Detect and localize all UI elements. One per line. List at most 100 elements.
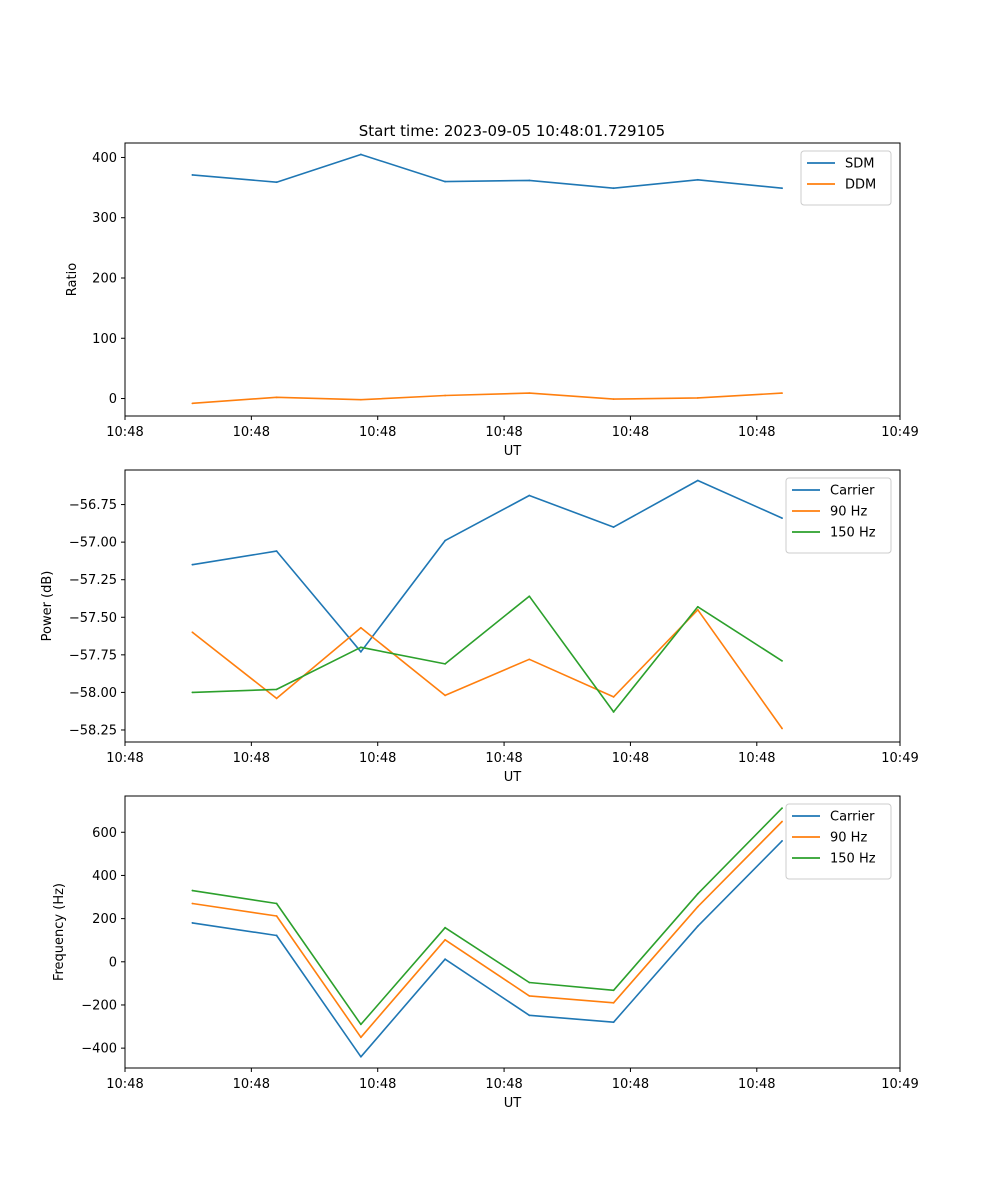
x-tick-label: 10:48 (233, 1077, 270, 1092)
y-axis-label: Power (dB) (40, 571, 55, 642)
data-point-carrier (191, 922, 194, 924)
x-tick-label: 10:48 (106, 425, 143, 440)
charts-container: 10:48 10:48 10:48 10:48 10:48 10:48 10:49 0 100 2… (40, 142, 919, 1111)
data-point-90-hz (612, 1001, 615, 1004)
y-tick-label: 400 (92, 151, 117, 166)
series-line-90-hz (192, 820, 783, 1039)
x-tick-label: 10:48 (106, 1077, 143, 1092)
x-tick-label: 10:48 (485, 751, 522, 766)
data-point-carrier (359, 1055, 362, 1058)
data-point-90-hz (191, 631, 194, 634)
data-point-150-hz (275, 902, 278, 905)
panel-3: 10:48 10:48 10:48 10:48 10:48 10:48 10:49 600 40… (52, 795, 919, 1111)
data-point-ddm (359, 398, 362, 401)
y-tick-label: 200 (92, 271, 117, 286)
data-point-sdm (444, 180, 447, 183)
y-tick-label: 400 (92, 869, 117, 884)
data-point-150-hz (359, 1023, 362, 1026)
legend-label: Carrier (830, 484, 875, 499)
data-point-carrier (275, 550, 278, 553)
data-point-150-hz (444, 662, 447, 665)
data-point-carrier (275, 934, 278, 937)
x-tick-label: 10:48 (738, 1077, 775, 1092)
x-tick-label: 10:49 (881, 1077, 918, 1092)
data-point-90-hz (612, 696, 615, 698)
data-point-90-hz (696, 608, 699, 611)
legend-label: Carrier (830, 810, 875, 825)
series-line-ddm (192, 392, 783, 405)
data-point-sdm (612, 187, 615, 190)
data-point-90-hz (275, 915, 278, 917)
x-tick-label: 10:49 (881, 425, 918, 440)
data-point-90-hz (444, 938, 447, 941)
data-point-90-hz (528, 994, 531, 997)
data-point-carrier (781, 840, 783, 842)
legend-box (785, 803, 892, 880)
data-point-carrier (612, 1021, 615, 1024)
data-point-carrier (191, 563, 194, 566)
legend-label: 150 Hz (830, 526, 876, 541)
x-tick-label: 10:48 (485, 425, 522, 440)
legend-label: 90 Hz (830, 831, 867, 846)
data-point-150-hz (444, 926, 447, 929)
legend-label: DDM (845, 178, 876, 193)
data-point-ddm (696, 397, 699, 399)
y-tick-label: −58.25 (69, 723, 117, 738)
y-tick-label: 200 (92, 912, 117, 927)
data-point-carrier (696, 479, 699, 482)
y-tick-label: −57.00 (69, 536, 117, 551)
y-axis-label: Ratio (65, 263, 80, 296)
y-tick-label: −400 (81, 1042, 117, 1057)
x-tick-label: 10:48 (233, 425, 270, 440)
x-axis-label: UT (504, 770, 522, 785)
data-point-sdm (781, 187, 783, 190)
data-point-ddm (275, 396, 278, 399)
data-point-sdm (359, 153, 362, 156)
data-point-90-hz (444, 694, 447, 697)
data-point-150-hz (191, 889, 194, 892)
data-point-90-hz (528, 658, 531, 661)
y-tick-label: −200 (81, 998, 117, 1013)
data-point-carrier (444, 958, 447, 961)
x-tick-label: 10:48 (738, 425, 775, 440)
data-point-90-hz (781, 820, 783, 823)
x-tick-label: 10:48 (738, 751, 775, 766)
data-point-90-hz (359, 1036, 362, 1039)
x-tick-label: 10:49 (881, 751, 918, 766)
data-point-150-hz (781, 807, 783, 809)
series-line-150-hz (192, 807, 783, 1026)
data-point-90-hz (696, 905, 699, 908)
data-point-carrier (528, 494, 531, 497)
data-point-sdm (275, 181, 278, 184)
y-tick-label: −57.50 (69, 611, 117, 626)
data-point-sdm (696, 178, 699, 181)
x-axis-label: UT (504, 444, 522, 459)
y-tick-label: 100 (92, 332, 117, 347)
data-point-sdm (528, 179, 531, 182)
data-point-ddm (781, 392, 783, 394)
legend-box (800, 150, 892, 206)
data-point-carrier (781, 517, 783, 519)
data-point-sdm (191, 174, 194, 176)
data-point-150-hz (696, 605, 699, 608)
data-point-carrier (359, 650, 362, 653)
data-point-ddm (444, 394, 447, 397)
data-point-150-hz (275, 688, 278, 691)
data-point-150-hz (612, 711, 615, 713)
x-tick-label: 10:48 (485, 1077, 522, 1092)
data-point-150-hz (191, 691, 194, 694)
legend-label: SDM (845, 157, 874, 172)
panel-2-axes-frame (124, 469, 901, 743)
panel-2: 10:48 10:48 10:48 10:48 10:48 10:48 10:49 −56.7… (40, 469, 919, 785)
panel-1-axes-frame (124, 142, 901, 417)
data-point-90-hz (191, 902, 194, 905)
legend-label: 90 Hz (830, 505, 867, 520)
data-point-150-hz (528, 981, 531, 984)
series-line-carrier (192, 840, 783, 1058)
y-tick-label: 0 (109, 955, 117, 970)
data-point-carrier (612, 526, 615, 529)
legend-label: 150 Hz (830, 852, 876, 867)
legend-box (785, 477, 892, 554)
x-tick-label: 10:48 (612, 1077, 649, 1092)
